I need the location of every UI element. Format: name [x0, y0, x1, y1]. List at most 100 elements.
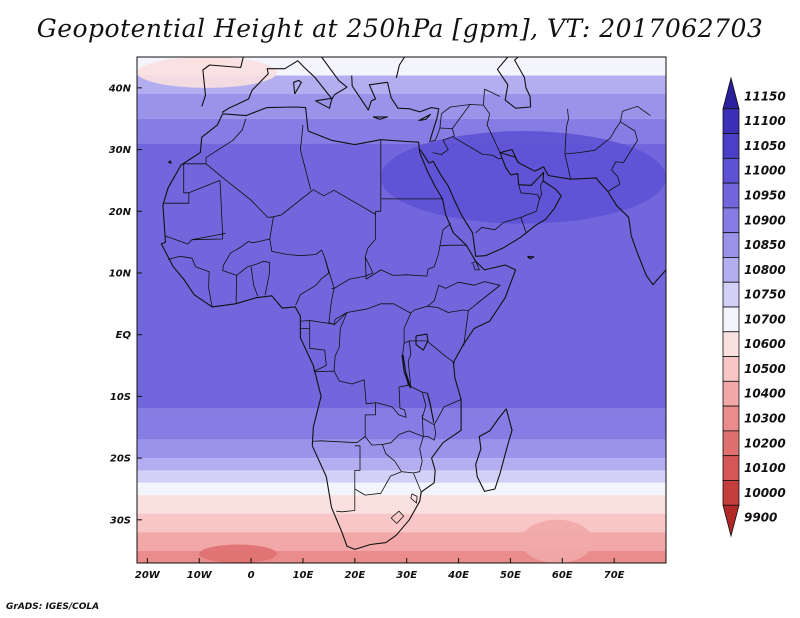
colorbar-label: 10850 — [744, 238, 786, 252]
colorbar-swatch — [722, 157, 740, 184]
country-border — [269, 238, 326, 258]
colorbar-label: 10600 — [744, 337, 786, 351]
colorbar-swatch — [722, 405, 740, 432]
colorbar-swatch — [722, 281, 740, 308]
country-border — [451, 104, 501, 153]
colorbar-label: 10950 — [744, 189, 786, 203]
canary-islands — [168, 160, 172, 164]
colorbar-label: 9900 — [744, 511, 777, 525]
lat-label: 30S — [110, 515, 131, 526]
country-border — [475, 184, 540, 234]
country-border — [483, 88, 501, 106]
colorbar-label: 10750 — [744, 288, 786, 302]
colorbar-swatch — [722, 380, 740, 407]
country-border — [433, 399, 462, 425]
country-border — [471, 260, 480, 271]
lat-label: 20N — [109, 207, 132, 218]
country-border — [421, 391, 437, 441]
colorbar-label: 10400 — [744, 387, 786, 401]
country-border — [235, 275, 237, 304]
country-border — [336, 445, 361, 513]
colorbar-label: 11000 — [744, 164, 786, 178]
field-band — [137, 94, 666, 119]
credit-label: GrADS: IGES/COLA — [6, 602, 100, 612]
country-border — [607, 121, 638, 192]
lon-label: 20W — [135, 570, 161, 581]
field-band — [137, 408, 666, 440]
colorbar-label: 10300 — [744, 412, 786, 426]
lon-label: 10W — [187, 570, 213, 581]
country-border — [205, 118, 314, 218]
lat-label: EQ — [116, 330, 132, 341]
cyprus — [418, 113, 432, 122]
lon-label: 40E — [447, 570, 469, 581]
colorbar-label: 10200 — [744, 436, 786, 450]
map-title: Geopotential Height at 250hPa [gpm], VT:… — [36, 14, 764, 43]
lon-label: 10E — [293, 570, 314, 581]
black-sea-coast — [395, 57, 406, 79]
plot-area — [137, 57, 666, 563]
persian-iran-coast — [499, 152, 519, 163]
country-border — [403, 340, 456, 364]
plot-frame — [136, 56, 667, 564]
sicily — [315, 97, 333, 109]
colorbar: 11150 11100 11050 11000 10950 10900 10850 10800… — [722, 76, 786, 538]
field-band — [137, 495, 666, 514]
iberia-med-coast — [221, 57, 348, 113]
country-border — [410, 493, 418, 504]
colorbar-label: 10500 — [744, 362, 786, 376]
colorbar-swatch — [722, 356, 740, 382]
colorbar-label: 11050 — [744, 139, 786, 153]
colorbar-swatch — [722, 232, 740, 258]
country-border — [413, 436, 424, 493]
lat-label: 40N — [108, 83, 132, 94]
country-border — [439, 244, 467, 247]
colorbar-swatch — [722, 480, 740, 506]
colorbar-label: 11150 — [744, 89, 786, 103]
europe-coastline — [201, 57, 244, 107]
country-border — [364, 223, 452, 280]
subtropical-high-core — [380, 131, 666, 224]
coastlines — [160, 57, 666, 550]
country-border — [250, 266, 259, 297]
country-border — [222, 260, 271, 296]
country-border — [375, 312, 412, 418]
field-band — [137, 470, 666, 483]
country-border — [564, 106, 651, 155]
field-band — [137, 75, 666, 95]
country-border — [312, 365, 376, 444]
crete — [372, 116, 389, 120]
colorbar-swatch — [722, 207, 740, 234]
madagascar-coastline — [475, 408, 513, 492]
country-border — [564, 108, 571, 180]
country-border — [468, 284, 501, 311]
lat-label: 10N — [109, 268, 132, 279]
south-indian-low — [520, 519, 594, 563]
field-band — [137, 439, 666, 459]
colorbar-top-arrow — [722, 76, 740, 110]
mediterranean-trough — [137, 57, 278, 88]
country-border — [309, 328, 327, 372]
colorbar-label: 10800 — [744, 263, 786, 277]
colorbar-swatch — [722, 306, 740, 333]
colorbar-swatch — [722, 331, 740, 357]
lon-label: 20E — [344, 570, 365, 581]
colorbar-swatch — [722, 430, 740, 457]
socotra — [527, 255, 535, 260]
country-border — [333, 312, 348, 372]
longitude-axis: 20W 10W 0 10E 20E 30E 40E 50E 60E 70E — [135, 558, 625, 581]
colorbar-swatch — [722, 182, 740, 209]
country-border — [167, 255, 213, 308]
country-border — [222, 216, 274, 271]
colorbar-bottom-arrow — [722, 504, 740, 538]
country-border — [300, 124, 312, 190]
field-band — [137, 482, 666, 496]
caspian-coast — [496, 57, 532, 109]
colorbar-label: 11100 — [744, 114, 786, 128]
country-border — [520, 217, 527, 233]
latitude-axis: 40N 30N 20N 10N EQ 10S 20S 30S — [108, 83, 142, 526]
country-border — [407, 340, 428, 394]
balkans-anatolia-coast — [351, 75, 440, 141]
lat-label: 10S — [110, 392, 131, 403]
